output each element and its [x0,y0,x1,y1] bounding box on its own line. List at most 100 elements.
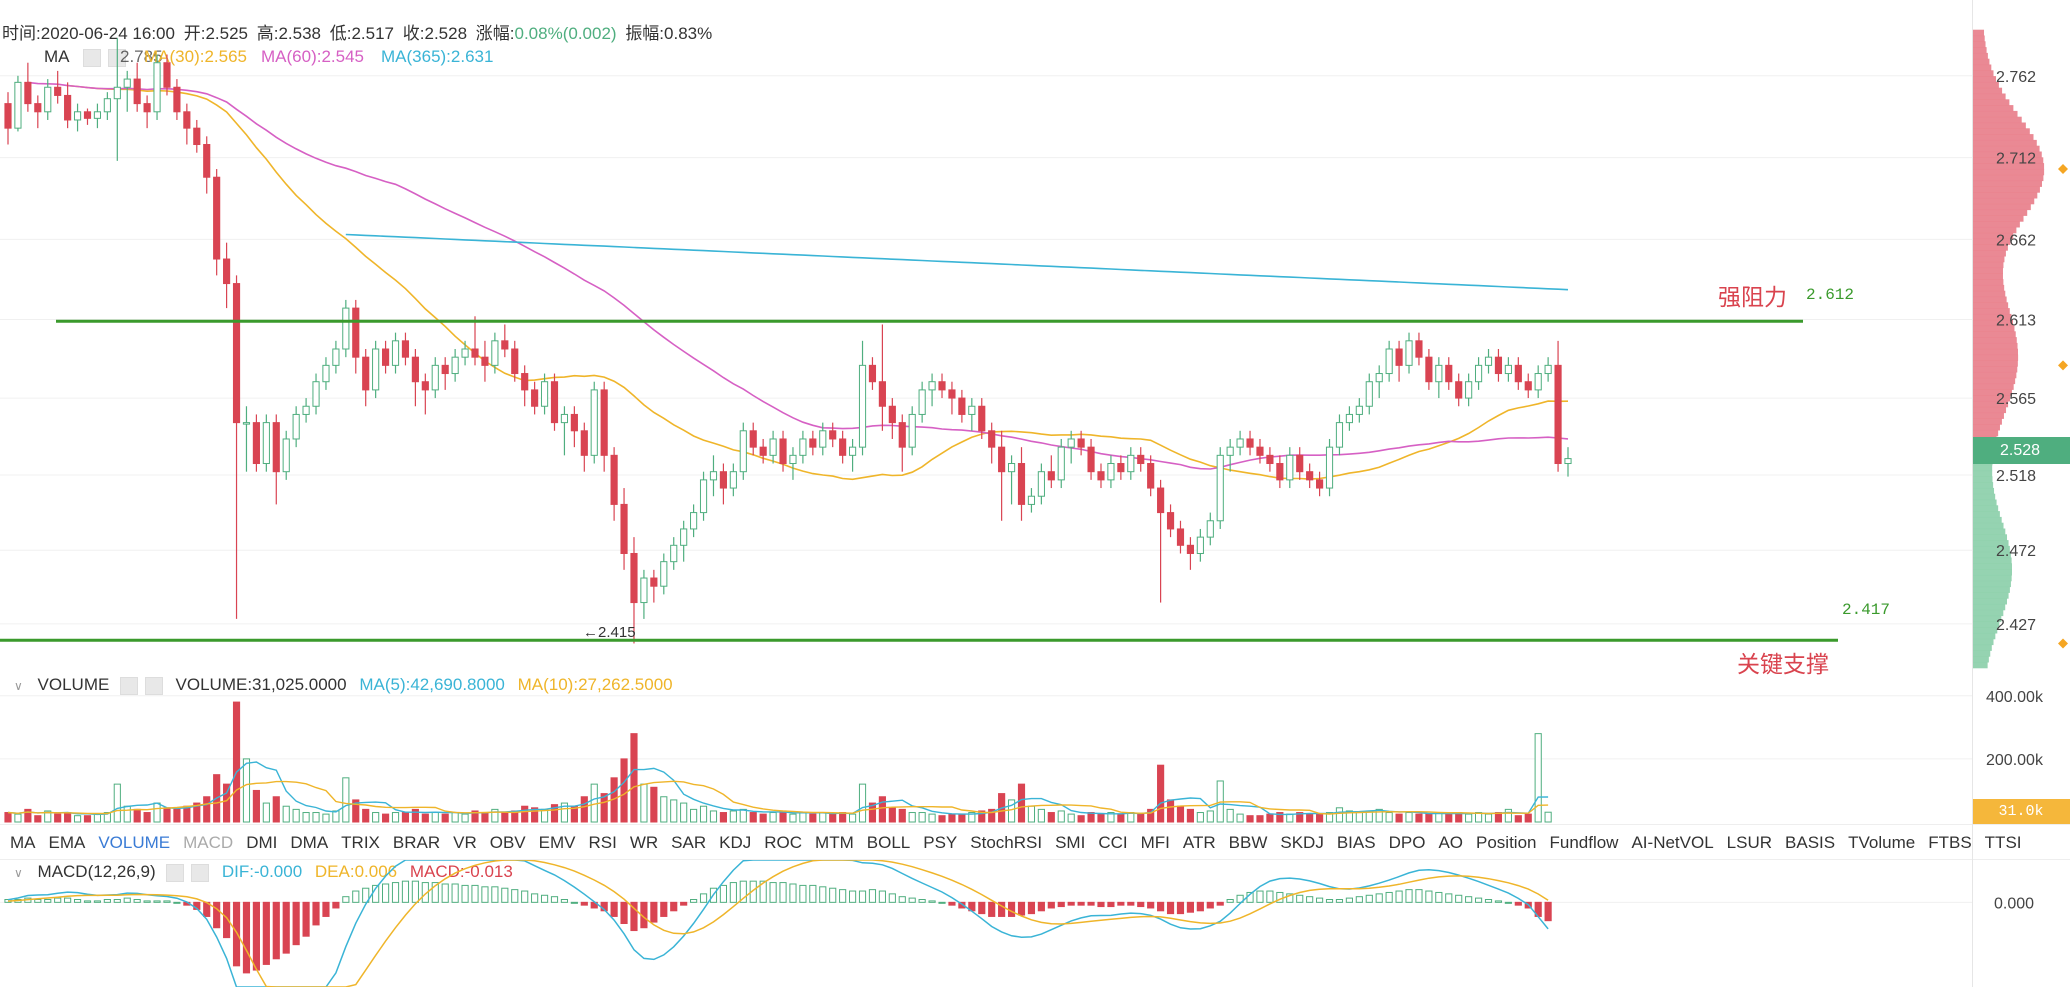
tab-mtm[interactable]: MTM [815,833,854,852]
tab-brar[interactable]: BRAR [392,833,441,852]
tab-tvolume[interactable]: TVolume [1848,833,1916,852]
tab-mfi[interactable]: MFI [1140,833,1170,852]
volume-bar [1276,812,1284,823]
candle-body [888,405,896,424]
tab-bias[interactable]: BIAS [1336,833,1376,852]
settings-icon[interactable] [83,48,102,67]
macd-bar [103,899,111,903]
macd-bar [391,882,400,903]
macd-bar [34,899,42,903]
tab-wr[interactable]: WR [629,833,659,852]
tab-vr[interactable]: VR [453,833,477,852]
macd-bar [1405,889,1413,903]
candle-body [580,430,588,456]
tab-stochrsi[interactable]: StochRSI [970,833,1043,852]
profile-bar [1972,354,2019,361]
macd-bar [123,897,131,903]
volume-bar [670,799,678,823]
profile-bar [1972,157,2044,164]
candle-body [1176,528,1185,546]
tab-lsur[interactable]: LSUR [1726,833,1773,852]
volume-chart[interactable]: 400.00k 200.00k [0,672,2070,824]
candle-body [471,348,479,358]
price-chart[interactable]: 2.762 2.712 2.662 2.613 2.565 2.518 2.472 2.427 [0,0,2070,672]
volume-bar [1325,812,1334,823]
tab-ma[interactable]: MA [10,833,36,852]
profile-bar [1972,389,2012,396]
tab-roc[interactable]: ROC [764,833,803,852]
profile-bar [1972,215,2024,222]
profile-bar [1972,621,2000,628]
ma365-line [345,233,1569,291]
ma-legend-name: MA [44,47,69,66]
macd-dea: DEA:0.006 [314,862,398,881]
tab-macd[interactable]: MACD [183,833,234,852]
macd-bar [352,890,360,903]
candle-body [451,356,459,375]
tab-skdj[interactable]: SKDJ [1280,833,1324,852]
macd-close-icon[interactable] [191,863,210,882]
macd-bar [570,901,578,904]
volume-bar [292,808,300,823]
macd-bar [1166,901,1175,915]
volume-close-icon[interactable] [144,676,163,695]
macd-bar [322,901,330,917]
tab-rsi[interactable]: RSI [588,833,617,852]
tab-ao[interactable]: AO [1438,833,1463,852]
profile-bar [1972,418,2002,425]
volume-bar [64,812,72,823]
profile-bar [1972,29,1985,37]
tab-ttsi[interactable]: TTSI [1984,833,2022,852]
tab-atr[interactable]: ATR [1182,833,1216,852]
tab-dma[interactable]: DMA [290,833,329,852]
tab-sar[interactable]: SAR [671,833,707,852]
macd-collapse-icon[interactable]: ∨ [14,866,23,880]
profile-bar [1972,586,2010,593]
macd-bar [630,901,638,932]
macd-chart[interactable]: 0.000 [0,860,2070,987]
volume-bar [630,733,638,823]
profile-bar [1972,267,2003,274]
tab-ema[interactable]: EMA [48,833,86,852]
macd-bar [342,896,350,903]
macd-bar [1067,901,1075,906]
tab-smi[interactable]: SMI [1055,833,1086,852]
candle-body [421,381,429,391]
macd-bar [44,899,52,903]
macd-bar [1157,901,1165,912]
profile-bar [1972,348,2018,356]
tab-basis[interactable]: BASIS [1785,833,1836,852]
volume-settings-icon[interactable] [120,676,139,695]
tab-trix[interactable]: TRIX [341,833,380,852]
tab-position[interactable]: Position [1476,833,1537,852]
tab-kdj[interactable]: KDJ [719,833,752,852]
macd-bar [550,896,559,903]
macd-bar [858,890,867,903]
tab-ftbs[interactable]: FTBS [1928,833,1972,852]
collapse-icon[interactable]: ∨ [14,679,23,693]
tab-boll[interactable]: BOLL [866,833,911,852]
tab-dpo[interactable]: DPO [1388,833,1426,852]
volume-bar [4,812,12,823]
profile-bar [1972,632,1996,640]
tab-volume[interactable]: VOLUME [98,833,171,852]
tab-ai-netvol[interactable]: AI-NetVOL [1631,833,1714,852]
macd-bar [739,880,747,903]
tab-obv[interactable]: OBV [489,833,526,852]
volume-bar [431,812,439,823]
tab-psy[interactable]: PSY [923,833,958,852]
tab-fundflow[interactable]: Fundflow [1549,833,1619,852]
tab-bbw[interactable]: BBW [1228,833,1268,852]
tab-cci[interactable]: CCI [1098,833,1128,852]
profile-bar [1972,615,2002,622]
volume-bar [1097,813,1105,823]
candle-body [779,438,787,465]
macd-settings-icon[interactable] [166,863,185,882]
tab-dmi[interactable]: DMI [246,833,278,852]
profile-bar [1972,551,2011,559]
macd-bar [242,901,251,974]
candle-body [1524,381,1532,391]
volume-bar [352,799,360,823]
candle-body [1077,438,1085,448]
tab-emv[interactable]: EMV [538,833,576,852]
